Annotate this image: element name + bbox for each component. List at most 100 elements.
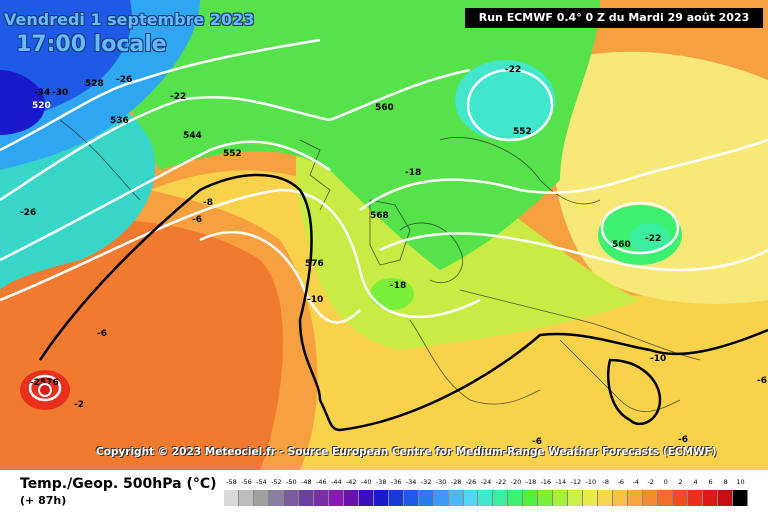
color-scale-swatch: [418, 490, 434, 506]
geop-label-576-sw: 576: [40, 378, 59, 388]
color-scale-label: -44: [330, 478, 342, 486]
geop-label-560: 560: [375, 103, 394, 113]
color-scale-swatch: [493, 490, 509, 506]
temp-label-11: -18: [390, 281, 406, 291]
color-scale-label: -22: [495, 478, 507, 486]
color-scale-swatch: [313, 490, 329, 506]
temp-label-18: -6: [678, 435, 688, 445]
color-scale-label: -12: [570, 478, 582, 486]
color-scale-swatch: [568, 490, 584, 506]
temp-label-0: -34: [34, 88, 50, 98]
geop-label-544: 544: [183, 131, 202, 141]
color-scale-label: -42: [345, 478, 357, 486]
color-scale-label: -18: [525, 478, 537, 486]
color-scale-swatch: [238, 490, 254, 506]
color-scale-label: -16: [540, 478, 552, 486]
color-scale-swatch: [463, 490, 479, 506]
temp-label-4: -22: [505, 65, 521, 75]
green-pocket-biscay: [370, 278, 414, 310]
temp-label-6: -18: [405, 168, 421, 178]
cold-pool-core: [0, 70, 45, 135]
color-scale-swatch: [598, 490, 614, 506]
temp-label-13: -10: [650, 354, 666, 364]
geop-label-552: 552: [223, 149, 242, 159]
color-scale-swatch: [298, 490, 314, 506]
color-scale-swatch: [732, 490, 748, 506]
color-scale-swatch: [478, 490, 494, 506]
color-scale-label: -8: [602, 478, 610, 486]
color-scale-label: 0: [663, 478, 668, 486]
color-scale-swatch: [523, 490, 539, 506]
forecast-time: 17:00 locale: [16, 32, 167, 57]
color-scale-label: -24: [480, 478, 492, 486]
color-scale-label: 10: [736, 478, 745, 486]
color-scale-label: -52: [271, 478, 282, 486]
color-scale-label: -46: [316, 478, 327, 486]
forecast-date: Vendredi 1 septembre 2023: [4, 10, 255, 29]
color-scale-label: -54: [256, 478, 267, 486]
color-scale-swatch: [253, 490, 269, 506]
color-scale-label: 4: [693, 478, 698, 486]
legend-title: Temp./Geop. 500hPa (°C): [20, 476, 217, 492]
temp-label-14: -6: [757, 376, 767, 386]
color-scale-label: 2: [678, 478, 683, 486]
color-scale-label: -34: [405, 478, 417, 486]
cold-pocket-marker: [38, 383, 52, 397]
color-scale-swatch: [628, 490, 644, 506]
color-scale-label: -56: [241, 478, 252, 486]
run-info-box: Run ECMWF 0.4° 0 Z du Mardi 29 août 2023: [465, 8, 763, 28]
color-scale-swatch: [703, 490, 718, 506]
temp-label-3: -22: [170, 92, 186, 102]
color-scale-swatch: [328, 490, 344, 506]
geop-label-536: 536: [110, 116, 129, 126]
coastlines: [59, 119, 701, 412]
color-scale-label: -14: [555, 478, 567, 486]
color-scale-label: -38: [375, 478, 387, 486]
color-scale-labels: -58 -56 -54 -52 -50 -48 -46 -44 -42 -40 -38 -36 -34-…: [224, 478, 748, 490]
forecast-lead-time: (+ 87h): [20, 494, 67, 507]
color-scale-label: -2: [647, 478, 654, 486]
color-scale-swatch: [388, 490, 404, 506]
temp-label-10: -6: [97, 329, 107, 339]
color-scale-label: -40: [360, 478, 372, 486]
temp-label-16: -25: [30, 378, 46, 388]
temperature-geopotential-map: 528 520 536 544 552 560 552 568 576 560 …: [0, 0, 768, 470]
color-scale-swatch: [358, 490, 374, 506]
color-scale-swatch: [673, 490, 689, 506]
temp-label-2: -26: [116, 75, 132, 85]
color-scale-label: -48: [301, 478, 312, 486]
geopotential-labels: 528 520 536 544 552 560 552 568 576 560 …: [32, 79, 631, 388]
color-scale-label: -26: [465, 478, 477, 486]
geop-label-552-north: 552: [513, 127, 532, 137]
color-scale-swatch: [508, 490, 524, 506]
color-scale-label: -10: [585, 478, 597, 486]
color-scale-swatch: [658, 490, 674, 506]
color-scale-label: -6: [617, 478, 624, 486]
color-scale-swatch: [373, 490, 389, 506]
isotherm-minus10: [38, 173, 768, 432]
color-scale-swatch: [613, 490, 629, 506]
color-scale-swatch: [553, 490, 569, 506]
color-scale-swatch: [283, 490, 299, 506]
color-scale-swatch: [717, 490, 733, 506]
color-scale-swatch: [538, 490, 554, 506]
geop-label-520: 520: [32, 101, 51, 111]
color-scale-swatch: [403, 490, 419, 506]
color-scale-swatch: [643, 490, 659, 506]
temp-label-9: -10: [307, 295, 323, 305]
color-scale-label: -50: [286, 478, 297, 486]
color-scale-bar: [224, 490, 748, 506]
color-scale: -58 -56 -54 -52 -50 -48 -46 -44 -42 -40 -38 -36 -34-…: [224, 478, 748, 508]
temp-label-15: -2: [74, 400, 84, 410]
color-scale-swatch: [583, 490, 599, 506]
color-scale-swatch: [343, 490, 359, 506]
color-scale-swatch: [268, 490, 284, 506]
color-scale-label: -4: [632, 478, 639, 486]
temp-label-5: -26: [20, 208, 36, 218]
geop-label-528: 528: [85, 79, 104, 89]
color-scale-label: -30: [435, 478, 447, 486]
temp-label-12: -22: [645, 234, 661, 244]
temp-label-17: -6: [532, 437, 542, 447]
color-scale-label: -58: [226, 478, 237, 486]
